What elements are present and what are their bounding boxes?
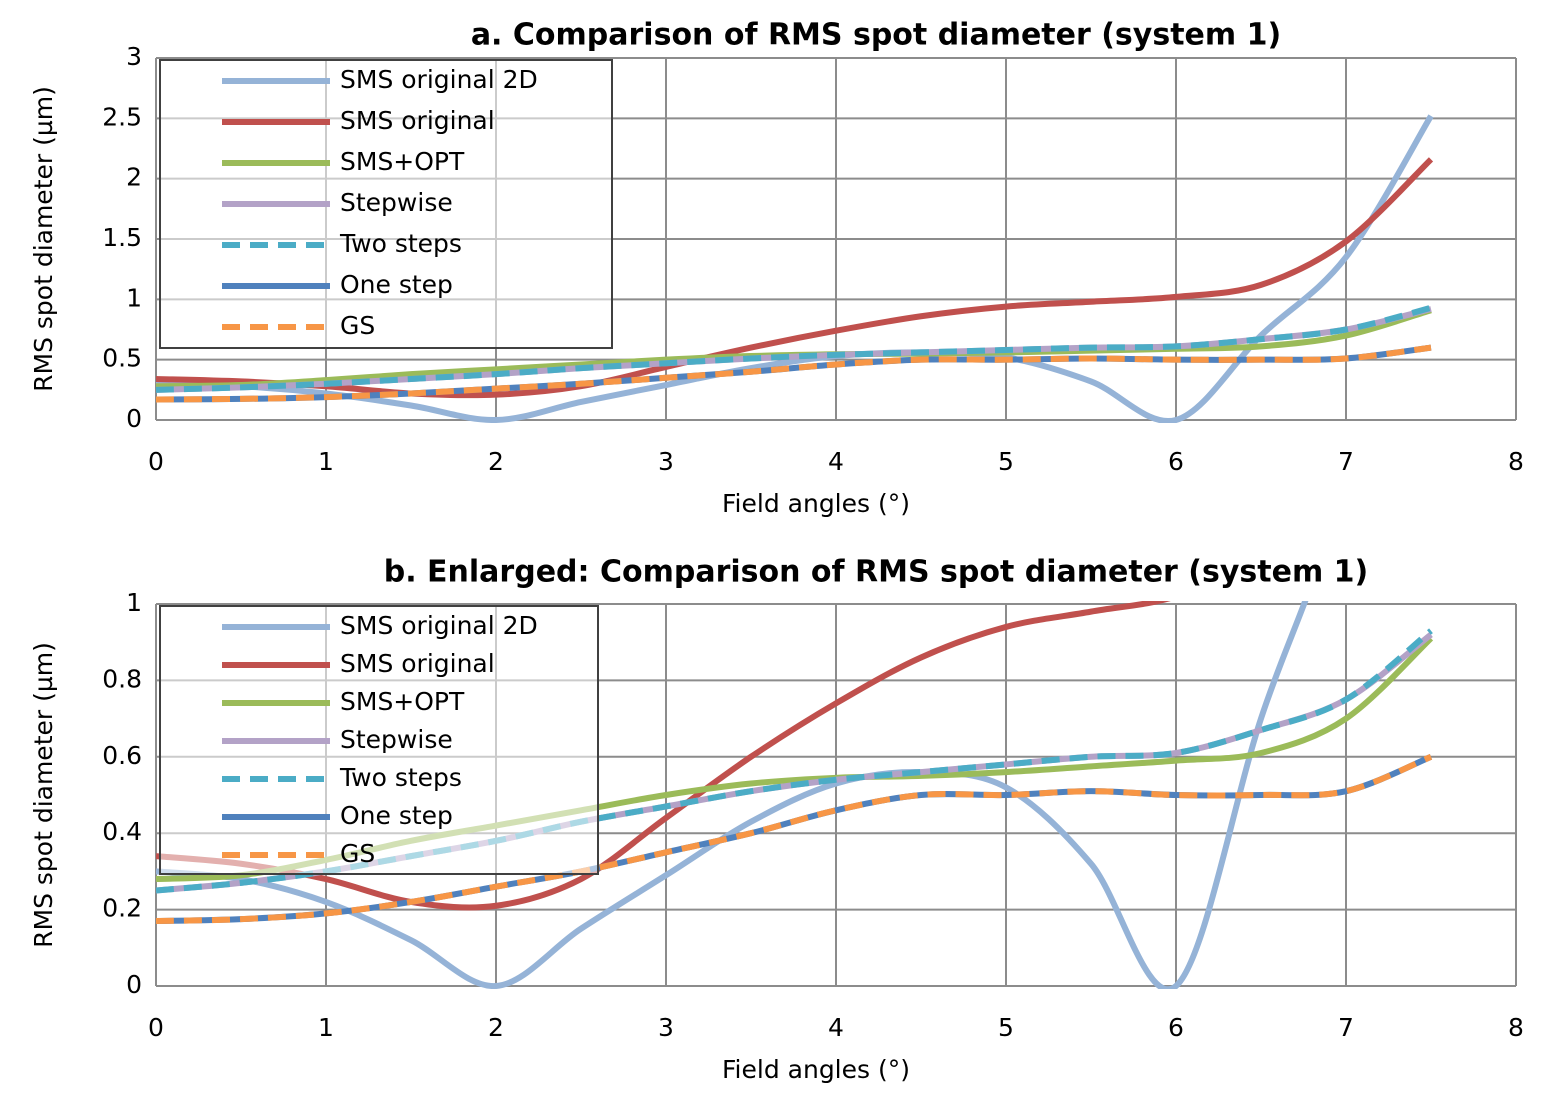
- legend-label: One step: [340, 270, 453, 299]
- chart-title: a. Comparison of RMS spot diameter (syst…: [471, 18, 1281, 53]
- series-line: [156, 304, 1432, 393]
- x-tick-label: 4: [828, 1013, 844, 1042]
- y-tick-label: 0: [126, 404, 142, 433]
- x-tick-label: 8: [1508, 447, 1524, 476]
- x-tick-label: 4: [828, 447, 844, 476]
- y-tick-label: 1: [126, 588, 142, 617]
- x-tick-label: 6: [1168, 1013, 1184, 1042]
- y-axis-title: RMS spot diameter (µm): [29, 86, 58, 392]
- x-tick-label: 5: [998, 447, 1014, 476]
- legend-label: SMS original: [340, 106, 495, 135]
- x-tick-label: 2: [488, 447, 504, 476]
- x-axis-title: Field angles (°): [722, 489, 910, 518]
- legend: SMS original 2D SMS original SMS+OPT Stepwi…: [159, 59, 613, 349]
- legend-label: GS: [340, 311, 375, 340]
- y-tick-label: 0.6: [102, 741, 142, 770]
- x-tick-label: 3: [658, 1013, 674, 1042]
- x-tick-label: 2: [488, 1013, 504, 1042]
- x-axis-title: Field angles (°): [722, 1055, 910, 1084]
- y-tick-label: 0: [126, 970, 142, 999]
- y-tick-label: 0.4: [102, 817, 142, 846]
- legend: SMS original 2D SMS original SMS+OPT Stepwi…: [159, 605, 599, 875]
- legend-label: SMS+OPT: [340, 147, 465, 176]
- x-tick-label: 1: [318, 447, 334, 476]
- x-tick-label: 8: [1508, 1013, 1524, 1042]
- legend-label: SMS original: [340, 649, 495, 678]
- legend-label: GS: [340, 839, 375, 868]
- series-line: [156, 628, 1433, 894]
- legend-label: SMS+OPT: [340, 687, 465, 716]
- x-tick-label: 7: [1338, 447, 1354, 476]
- series-line: [156, 754, 1433, 925]
- y-tick-label: 1.5: [102, 223, 142, 252]
- y-tick-label: 2.5: [102, 102, 142, 131]
- plot-area: [156, 114, 1434, 423]
- legend-label: Two steps: [339, 763, 462, 792]
- y-axis-title: RMS spot diameter (µm): [29, 642, 58, 948]
- x-tick-label: 0: [148, 447, 164, 476]
- x-tick-label: 7: [1338, 1013, 1354, 1042]
- y-tick-label: 0.8: [102, 664, 142, 693]
- x-tick-label: 0: [148, 1013, 164, 1042]
- chart-title: b. Enlarged: Comparison of RMS spot diam…: [384, 555, 1369, 590]
- x-tick-label: 5: [998, 1013, 1014, 1042]
- x-tick-label: 3: [658, 447, 674, 476]
- y-tick-label: 0.5: [102, 344, 142, 373]
- y-tick-label: 0.2: [102, 894, 142, 923]
- x-tick-label: 1: [318, 1013, 334, 1042]
- x-tick-label: 6: [1168, 447, 1184, 476]
- series-line: [156, 344, 1432, 403]
- y-tick-label: 3: [126, 42, 142, 71]
- y-tick-label: 1: [126, 283, 142, 312]
- legend-label: Stepwise: [340, 725, 453, 754]
- legend-label: One step: [340, 801, 453, 830]
- legend-label: Stepwise: [340, 188, 453, 217]
- series-line: [156, 157, 1434, 399]
- legend-label: SMS original 2D: [340, 611, 538, 640]
- y-tick-label: 2: [126, 163, 142, 192]
- legend-label: Two steps: [339, 229, 462, 258]
- series-line: [156, 601, 1171, 911]
- legend-label: SMS original 2D: [340, 65, 538, 94]
